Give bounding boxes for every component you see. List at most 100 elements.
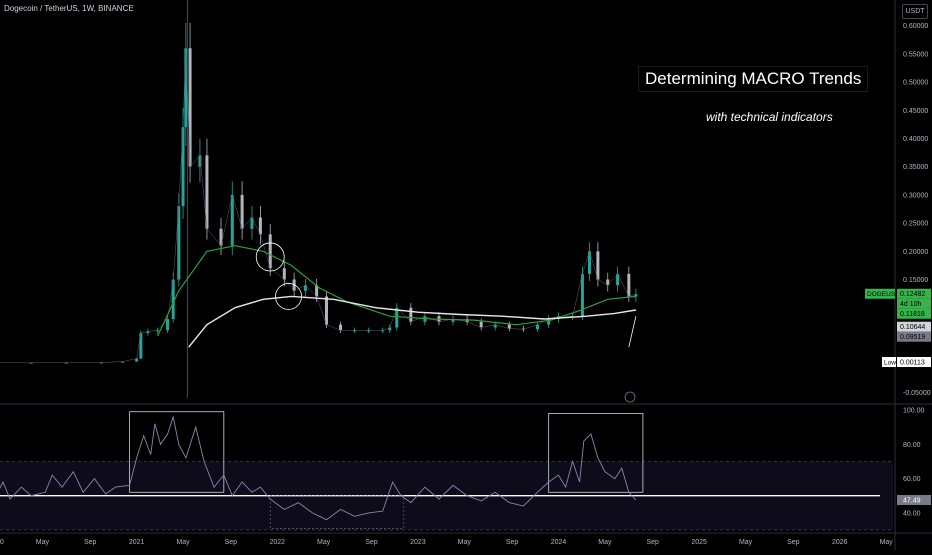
time-tick-label: Sep xyxy=(647,539,660,546)
candle-body xyxy=(339,324,343,331)
candle-body xyxy=(634,294,638,297)
candle-body xyxy=(324,296,328,325)
rsi-tick-label: 80.00 xyxy=(903,442,921,449)
candle-body xyxy=(493,324,497,328)
low-label: Low xyxy=(884,360,896,367)
candle-body xyxy=(230,194,234,246)
time-tick-label: 2023 xyxy=(410,539,426,546)
price-tick-label: 0.50000 xyxy=(903,80,928,87)
candle-body xyxy=(135,358,139,362)
symbol-title: Dogecoin / TetherUS, 1W, BINANCE xyxy=(4,4,134,13)
candle-body xyxy=(547,319,551,325)
current-price-badge: 0.12482 xyxy=(900,291,925,298)
candle-body xyxy=(627,273,631,297)
time-tick-label: Sep xyxy=(225,539,238,546)
time-tick-label: 2024 xyxy=(551,539,567,546)
candle-body xyxy=(303,285,307,291)
time-tick-label: 2025 xyxy=(691,539,707,546)
price-tick-label: -0.05000 xyxy=(903,390,931,397)
candle-body xyxy=(409,307,413,322)
price-tick-label: 0.45000 xyxy=(903,108,928,115)
rsi-tick-label: 60.00 xyxy=(903,476,921,483)
ma-fast-badge: 0.11818 xyxy=(900,311,925,318)
candle-body xyxy=(146,331,150,334)
candle-body xyxy=(292,279,296,291)
countdown-badge: 4d 10h xyxy=(900,301,922,308)
ma-slow-badge-1: 0.10644 xyxy=(900,324,925,331)
candle-body xyxy=(388,327,392,331)
rsi-line xyxy=(0,415,637,521)
candle-body xyxy=(395,307,399,328)
candle-body xyxy=(139,333,143,359)
ma-slow-badge-1-bg xyxy=(897,321,931,332)
axes-layer: 0.60000 0.55000 0.50000 0.45000 0.40000 0.350… xyxy=(0,23,931,546)
candle-body xyxy=(64,362,68,364)
annotation-subtitle: with technical indicators xyxy=(700,108,839,126)
rsi-value-badge: 47.49 xyxy=(903,498,921,505)
candle-body xyxy=(181,127,185,207)
price-close-line xyxy=(0,48,636,363)
price-tick-label: 0.55000 xyxy=(903,51,928,58)
candle-body xyxy=(250,217,254,229)
candle-body xyxy=(507,324,511,329)
ma-fast-badge-bg xyxy=(897,308,931,319)
time-tick-label: 2026 xyxy=(832,539,848,546)
candle-body xyxy=(282,268,286,280)
rsi-lower-box xyxy=(269,495,405,529)
candle-body xyxy=(29,362,33,364)
candle-body xyxy=(156,330,160,332)
price-tick-label: 0.40000 xyxy=(903,136,928,143)
time-tick-label: Sep xyxy=(506,539,519,546)
rsi-highlight-box xyxy=(129,411,225,493)
candle-body xyxy=(258,217,262,235)
currency-button[interactable]: USDT xyxy=(902,4,928,19)
candle-body xyxy=(166,319,170,331)
symbol-badge-bg xyxy=(865,288,895,299)
candle-body xyxy=(367,330,371,332)
candle-body xyxy=(99,362,103,364)
time-tick-label: Sep xyxy=(84,539,97,546)
candle-body xyxy=(580,273,584,317)
candle-body xyxy=(596,251,600,280)
candle-body xyxy=(451,319,455,322)
highlight-circle xyxy=(275,283,302,310)
low-label-bg xyxy=(882,357,896,367)
time-tick-label: May xyxy=(880,539,894,546)
price-tick-label: 0.60000 xyxy=(903,23,928,30)
price-tick-label: 0.20000 xyxy=(903,249,928,256)
time-tick-label: 2022 xyxy=(269,539,285,546)
candle-body xyxy=(606,279,610,286)
price-tick-label: 0.15000 xyxy=(903,277,928,284)
price-tick-label: 0.25000 xyxy=(903,221,928,228)
candle-body xyxy=(616,273,620,286)
rsi-tick-label: 40.00 xyxy=(903,510,921,517)
time-tick-label: May xyxy=(598,539,612,546)
candle-body xyxy=(479,321,483,328)
arrow-annotation xyxy=(628,316,637,348)
highlight-circle xyxy=(255,242,285,272)
price-tick-label: 0.30000 xyxy=(903,192,928,199)
low-value: 0.00113 xyxy=(900,360,925,367)
candle-body xyxy=(177,206,181,280)
candle-body xyxy=(315,285,319,297)
ma-fast-line xyxy=(157,245,636,337)
replay-icon[interactable] xyxy=(624,391,636,403)
time-tick-label: Sep xyxy=(787,539,800,546)
time-tick-label: 20 xyxy=(0,539,4,546)
time-tick-label: May xyxy=(36,539,50,546)
time-tick-label: 2021 xyxy=(129,539,145,546)
candle-body xyxy=(535,324,539,330)
candle-body xyxy=(268,234,272,269)
symbol-badge: DOGEUSDT xyxy=(867,291,904,298)
candle-body xyxy=(198,155,202,167)
candle-body xyxy=(184,48,188,128)
candle-body xyxy=(240,194,244,229)
candle-body xyxy=(171,279,175,320)
candle-body xyxy=(219,228,223,246)
ma-slow-badge-2: 0.09519 xyxy=(900,334,925,341)
time-tick-label: May xyxy=(317,539,331,546)
time-tick-label: Sep xyxy=(365,539,378,546)
time-tick-label: May xyxy=(176,539,190,546)
rsi-highlight-box xyxy=(548,413,644,493)
